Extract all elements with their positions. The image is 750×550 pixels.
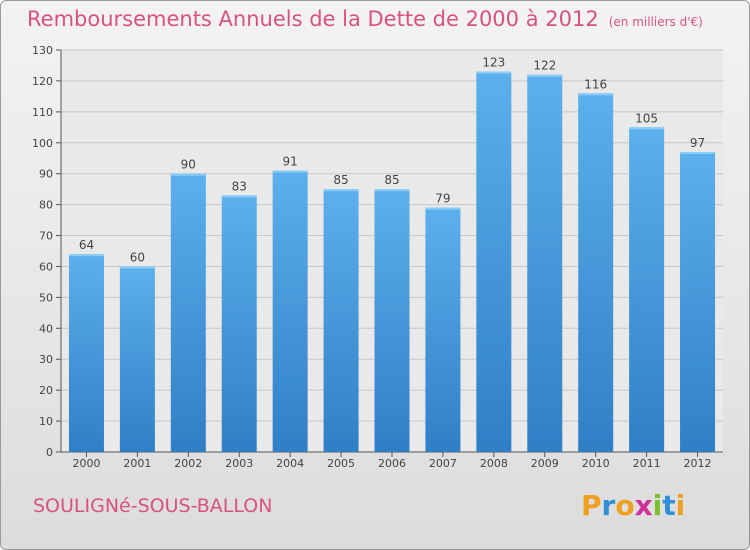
bar <box>476 71 512 453</box>
chart-title: Remboursements Annuels de la Dette de 20… <box>27 7 703 31</box>
y-tick-label: 60 <box>39 260 53 273</box>
y-tick-label: 110 <box>32 106 53 119</box>
x-tick-label: 2009 <box>531 457 559 470</box>
bar <box>221 195 257 453</box>
data-label: 123 <box>482 56 505 70</box>
bar <box>272 170 308 452</box>
bar <box>374 189 410 452</box>
logo-letter: i <box>652 489 663 522</box>
bar-top-highlight <box>629 127 665 130</box>
bar <box>629 127 665 453</box>
x-tick-label: 2006 <box>378 457 406 470</box>
logo-letter: x <box>634 489 653 522</box>
data-label: 79 <box>435 192 450 206</box>
data-label: 122 <box>533 59 556 73</box>
bar-top-highlight <box>119 266 155 269</box>
bar-top-highlight <box>272 170 308 173</box>
bar <box>527 74 563 452</box>
bar-top-highlight <box>170 173 206 176</box>
y-tick-label: 50 <box>39 291 53 304</box>
y-tick-label: 10 <box>39 415 53 428</box>
x-tick-label: 2001 <box>123 457 151 470</box>
bar-top-highlight <box>323 189 359 192</box>
data-label: 97 <box>690 136 705 150</box>
x-tick-label: 2007 <box>429 457 457 470</box>
bar <box>170 173 206 452</box>
bar <box>578 93 614 453</box>
data-label: 83 <box>232 179 247 193</box>
logo-letter: r <box>601 489 616 522</box>
x-tick-label: 2011 <box>633 457 661 470</box>
bar-top-highlight <box>221 195 257 198</box>
y-tick-label: 0 <box>46 446 53 459</box>
y-tick-label: 30 <box>39 353 53 366</box>
x-tick-label: 2005 <box>327 457 355 470</box>
commune-name: SOULIGNé-SOUS-BALLON <box>33 495 273 517</box>
data-label: 116 <box>584 77 607 91</box>
y-tick-label: 100 <box>32 137 53 150</box>
bar <box>323 189 359 452</box>
y-tick-label: 80 <box>39 199 53 212</box>
x-tick-label: 2008 <box>480 457 508 470</box>
y-tick-label: 20 <box>39 384 53 397</box>
chart-title-text: Remboursements Annuels de la Dette de 20… <box>27 7 599 31</box>
data-label: 91 <box>283 155 298 169</box>
bar <box>68 254 104 452</box>
logo-letter: P <box>581 489 602 522</box>
y-tick-label: 70 <box>39 230 53 243</box>
x-tick-label: 2012 <box>684 457 712 470</box>
bar <box>119 266 155 452</box>
bar-top-highlight <box>68 254 104 257</box>
y-tick-label: 90 <box>39 168 53 181</box>
bar <box>680 152 716 453</box>
y-tick-label: 120 <box>32 75 53 88</box>
x-tick-label: 2010 <box>582 457 610 470</box>
bar-top-highlight <box>476 71 512 74</box>
logo-letter: o <box>615 489 635 522</box>
bar-top-highlight <box>425 207 461 210</box>
bar-top-highlight <box>527 74 563 77</box>
unit-note: (en milliers d'€) <box>608 15 703 29</box>
x-tick-label: 2000 <box>72 457 100 470</box>
proxiti-logo: Proxiti <box>581 489 685 522</box>
data-label: 105 <box>635 111 658 125</box>
bar <box>425 207 461 452</box>
bar-top-highlight <box>578 93 614 96</box>
y-tick-label: 40 <box>39 322 53 335</box>
data-label: 64 <box>79 238 94 252</box>
bar-top-highlight <box>374 189 410 192</box>
logo-letter: i <box>675 489 686 522</box>
x-tick-label: 2004 <box>276 457 304 470</box>
plot-area: 0 10 20 30 40 50 60 70 80 90 100 110 120 130 64 2000 60 2… <box>32 44 723 470</box>
x-tick-label: 2002 <box>174 457 202 470</box>
data-label: 85 <box>384 173 399 187</box>
data-label: 90 <box>181 158 196 172</box>
data-label: 85 <box>333 173 348 187</box>
bar-top-highlight <box>680 152 716 155</box>
logo-letter: t <box>662 489 676 522</box>
y-tick-label: 130 <box>32 44 53 57</box>
x-tick-label: 2003 <box>225 457 253 470</box>
data-label: 60 <box>130 250 145 264</box>
